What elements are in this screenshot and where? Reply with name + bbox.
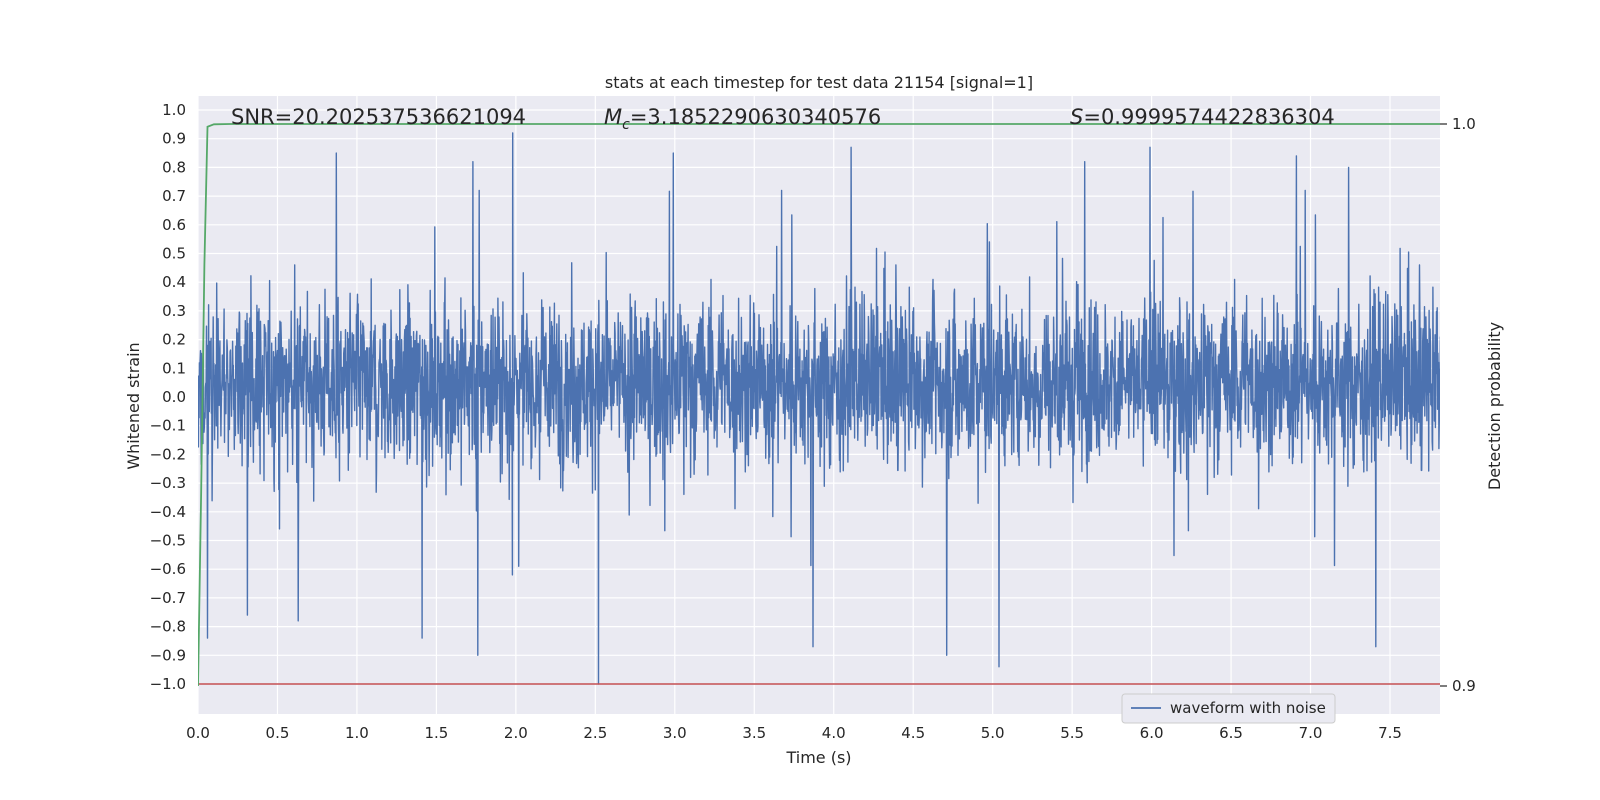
x-tick-label: 4.5 <box>901 724 925 742</box>
detection-probability-line <box>198 123 1440 687</box>
x-tick-label: 3.5 <box>742 724 766 742</box>
y-tick-label: 0.7 <box>162 187 186 205</box>
y-tick-label: −0.6 <box>150 560 186 578</box>
y-tick-label: −0.3 <box>150 474 186 492</box>
legend: waveform with noise <box>1121 693 1336 724</box>
y-axis-ticks: 1.0 0.9 0.8 0.7 0.6 0.5 0.4 0.3 0.2 0.1 0.0 −0.1 −0.… <box>150 101 186 693</box>
y-tick-label: 0.5 <box>162 245 186 263</box>
y-tick-label: 0.6 <box>162 216 186 234</box>
score-value: =0.9999574422836304 <box>1083 105 1334 129</box>
y-tick-label: −0.8 <box>150 618 186 636</box>
legend-box <box>1121 693 1336 724</box>
y-tick-label: 1.0 <box>162 101 186 119</box>
x-axis-label: Time (s) <box>785 748 851 767</box>
snr-annotation: SNR=20.202537536621094 <box>231 105 526 129</box>
x-tick-label: 2.5 <box>583 724 607 742</box>
x-tick-label: 7.0 <box>1299 724 1323 742</box>
y-axis-label: Whitened strain <box>124 342 143 469</box>
y-tick-label: 0.1 <box>162 359 186 377</box>
y-tick-label: −0.4 <box>150 503 186 521</box>
y-tick-label: −0.2 <box>150 445 186 463</box>
score-annotation: S=0.9999574422836304 <box>1070 105 1335 129</box>
y-tick-label: −0.5 <box>150 532 186 550</box>
y-tick-label: −0.7 <box>150 589 186 607</box>
x-tick-label: 6.0 <box>1140 724 1164 742</box>
y2-tick-label: 1.0 <box>1452 115 1476 133</box>
x-tick-label: 6.5 <box>1219 724 1243 742</box>
y-tick-label: 0.0 <box>162 388 186 406</box>
x-tick-label: 3.0 <box>663 724 687 742</box>
y-tick-label: 0.3 <box>162 302 186 320</box>
x-tick-label: 0.5 <box>266 724 290 742</box>
y2-axis-ticks: 1.0 0.9 <box>1440 115 1476 695</box>
x-axis-ticks: 0.0 0.5 1.0 1.5 2.0 2.5 3.0 3.5 4.0 4.5 5.0 5.5 6.0 6… <box>186 724 1402 742</box>
x-tick-label: 5.0 <box>981 724 1005 742</box>
y-tick-label: −0.9 <box>150 646 186 664</box>
y-tick-label: −1.0 <box>150 675 186 693</box>
y-tick-label: 0.4 <box>162 273 186 291</box>
chirp-mass-annotation: Mc=3.1852290630340576 <box>604 105 881 133</box>
score-symbol: S <box>1070 105 1083 129</box>
x-tick-label: 4.0 <box>822 724 846 742</box>
x-tick-label: 2.0 <box>504 724 528 742</box>
legend-label-waveform: waveform with noise <box>1170 699 1326 717</box>
chart-title: stats at each timestep for test data 211… <box>605 73 1033 92</box>
y2-axis-label: Detection probability <box>1485 322 1504 490</box>
y-tick-label: 0.2 <box>162 331 186 349</box>
x-tick-label: 7.5 <box>1378 724 1402 742</box>
waveform-line <box>198 132 1440 685</box>
y-tick-label: 0.8 <box>162 158 186 176</box>
y-tick-label: 0.9 <box>162 130 186 148</box>
x-tick-label: 1.0 <box>345 724 369 742</box>
x-tick-label: 1.5 <box>424 724 448 742</box>
x-tick-label: 5.5 <box>1060 724 1084 742</box>
chirp-mass-value: =3.1852290630340576 <box>630 105 881 129</box>
y2-tick-label: 0.9 <box>1452 677 1476 695</box>
chirp-mass-symbol: M <box>604 105 622 129</box>
chirp-mass-subscript: c <box>622 117 630 133</box>
y-tick-label: −0.1 <box>150 417 186 435</box>
x-tick-label: 0.0 <box>186 724 210 742</box>
